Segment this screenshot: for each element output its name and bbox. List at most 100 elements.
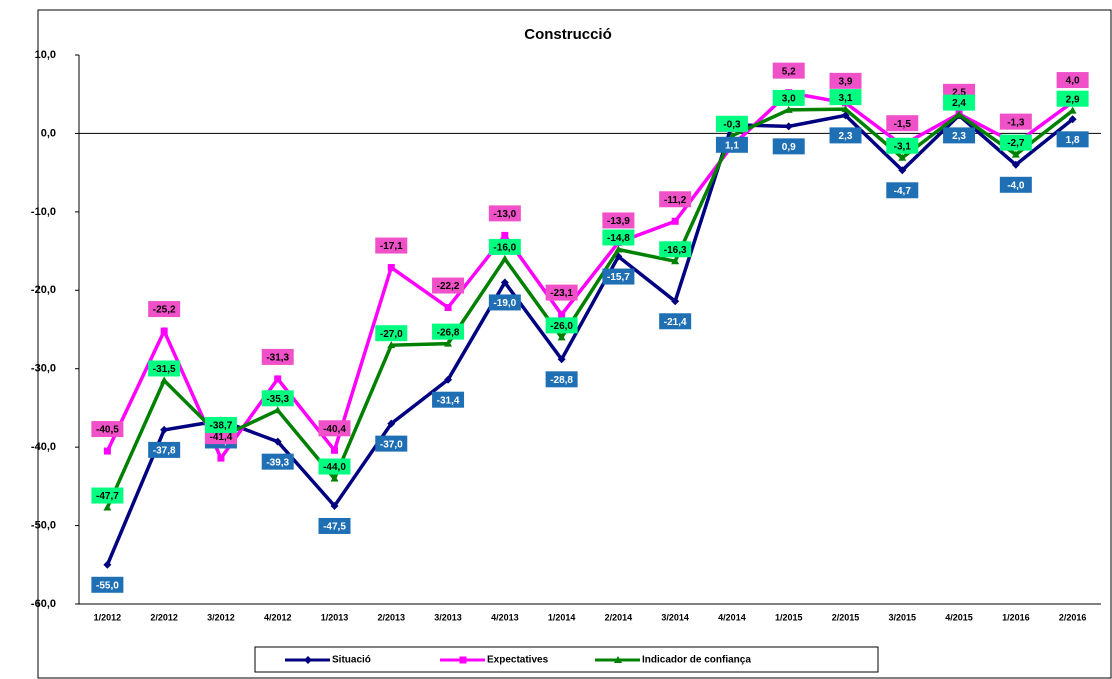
point-marker bbox=[444, 339, 453, 347]
value-label-box bbox=[999, 176, 1032, 193]
x-tick-label: 3/2014 bbox=[661, 612, 689, 622]
x-tick-label: 1/2012 bbox=[94, 612, 122, 622]
point-marker bbox=[274, 375, 282, 383]
y-tick-label: 0,0 bbox=[41, 127, 56, 139]
value-label: -39,3 bbox=[266, 457, 289, 468]
value-label-box bbox=[772, 62, 805, 79]
value-label: 3,1 bbox=[839, 93, 853, 104]
value-label: -11,2 bbox=[664, 195, 687, 206]
x-tick-label: 4/2014 bbox=[718, 612, 746, 622]
value-label: -0,3 bbox=[723, 119, 741, 130]
value-label: -13,0 bbox=[493, 209, 516, 220]
value-label: -44,0 bbox=[323, 462, 346, 473]
chart-frame bbox=[37, 9, 1112, 679]
value-label-box bbox=[943, 94, 976, 111]
value-label: -40,5 bbox=[96, 425, 119, 436]
value-label: -26,8 bbox=[437, 327, 460, 338]
value-label-box bbox=[432, 391, 465, 408]
x-tick-label: 2/2014 bbox=[605, 612, 633, 622]
point-marker bbox=[330, 474, 339, 482]
value-label: -15,7 bbox=[607, 272, 630, 283]
value-label: -28,8 bbox=[550, 375, 573, 386]
legend-label: Indicador de confiança bbox=[642, 655, 751, 666]
value-label-box bbox=[91, 487, 124, 504]
point-marker bbox=[160, 376, 169, 384]
point-marker bbox=[841, 105, 850, 113]
x-tick-label: 4/2015 bbox=[945, 612, 973, 622]
x-tick-label: 2/2016 bbox=[1059, 612, 1087, 622]
point-marker bbox=[614, 245, 623, 253]
x-tick-label: 2/2012 bbox=[150, 612, 178, 622]
point-marker bbox=[558, 311, 566, 319]
value-label-box bbox=[261, 390, 294, 407]
point-marker bbox=[784, 105, 793, 113]
value-label: 5,2 bbox=[782, 66, 796, 77]
value-label: -16,0 bbox=[493, 243, 516, 254]
value-label: -31,5 bbox=[153, 364, 176, 375]
value-label-box bbox=[602, 229, 635, 246]
point-marker bbox=[1068, 106, 1077, 114]
value-label-box bbox=[318, 517, 351, 534]
point-marker bbox=[160, 425, 169, 434]
point-marker bbox=[671, 297, 680, 306]
point-marker bbox=[387, 264, 395, 272]
point-marker bbox=[387, 341, 396, 349]
value-label: -47,5 bbox=[323, 522, 346, 533]
x-tick-label: 1/2013 bbox=[321, 612, 349, 622]
value-label: 2,3 bbox=[839, 131, 853, 142]
value-label-box bbox=[886, 115, 919, 132]
point-marker bbox=[501, 231, 509, 239]
value-label-box bbox=[715, 136, 748, 153]
value-label-box bbox=[772, 89, 805, 106]
value-label: -25,2 bbox=[153, 305, 176, 316]
value-label: -2,7 bbox=[1007, 138, 1025, 149]
point-marker bbox=[103, 560, 112, 569]
value-label-box bbox=[375, 325, 408, 342]
point-marker bbox=[331, 446, 338, 454]
point-marker bbox=[444, 304, 452, 312]
value-label: -4,0 bbox=[1007, 180, 1025, 191]
value-label-box bbox=[1056, 90, 1089, 107]
point-marker bbox=[444, 375, 453, 384]
series-line bbox=[105, 113, 1074, 566]
x-tick-label: 2/2015 bbox=[832, 612, 860, 622]
point-marker bbox=[1011, 160, 1020, 169]
value-label-box bbox=[318, 458, 351, 475]
point-marker bbox=[103, 447, 111, 455]
y-tick-label: -60,0 bbox=[31, 598, 56, 610]
y-tick-label: 10,0 bbox=[35, 49, 56, 61]
value-label: -38,7 bbox=[210, 421, 233, 432]
value-label: -40,4 bbox=[323, 424, 346, 435]
point-marker bbox=[557, 333, 566, 341]
value-label-box bbox=[545, 371, 578, 388]
value-label: -21,4 bbox=[664, 317, 687, 328]
legend-marker bbox=[614, 656, 622, 663]
value-label-box bbox=[1056, 72, 1089, 89]
value-label-box bbox=[715, 115, 748, 132]
value-label: -31,3 bbox=[266, 353, 289, 364]
value-label: -23,1 bbox=[550, 288, 573, 299]
value-label: 0,9 bbox=[782, 142, 796, 153]
y-tick-label: -10,0 bbox=[31, 206, 56, 218]
value-label-box bbox=[829, 127, 862, 144]
value-label-box bbox=[886, 182, 919, 199]
value-label-box bbox=[1056, 131, 1089, 148]
legend-label: Expectatives bbox=[487, 655, 549, 666]
value-label-box bbox=[375, 435, 408, 452]
point-marker bbox=[160, 327, 168, 335]
point-marker bbox=[898, 153, 907, 161]
value-label-box bbox=[772, 138, 805, 155]
value-label: -17,1 bbox=[380, 241, 403, 252]
value-label: -1,3 bbox=[1007, 117, 1025, 128]
x-tick-label: 3/2015 bbox=[889, 612, 917, 622]
value-label-box bbox=[261, 348, 294, 365]
value-label-box bbox=[148, 441, 181, 458]
y-tick-label: -30,0 bbox=[31, 363, 56, 375]
value-label: 4,0 bbox=[1066, 76, 1080, 87]
value-label: 1,1 bbox=[725, 140, 739, 151]
value-label: -16,3 bbox=[664, 245, 687, 256]
value-label: -1,5 bbox=[894, 119, 912, 130]
value-label: -14,8 bbox=[607, 233, 630, 244]
point-marker bbox=[557, 355, 566, 364]
